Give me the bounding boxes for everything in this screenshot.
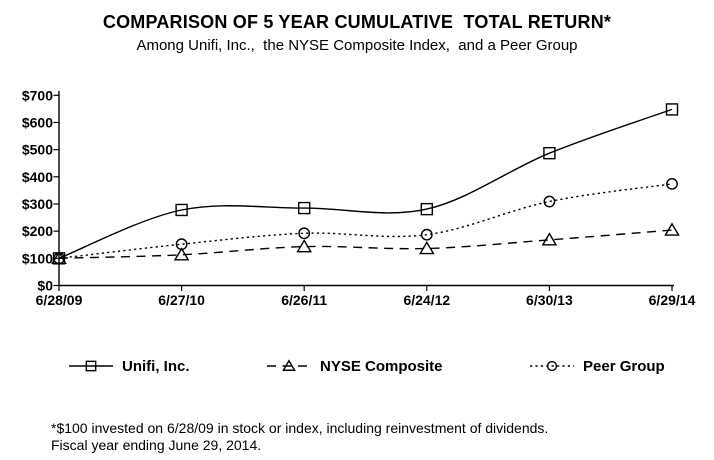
circle-marker bbox=[298, 227, 311, 240]
circle-marker bbox=[543, 195, 556, 208]
x-tick-label: 6/26/11 bbox=[281, 292, 327, 308]
x-tick-label: 6/27/10 bbox=[158, 292, 205, 308]
legend-item-nyse-composite: NYSE Composite bbox=[266, 356, 443, 376]
triangle-marker bbox=[664, 222, 680, 236]
legend-item-peer-group: Peer Group bbox=[529, 356, 665, 376]
footnote: *$100 invested on 6/28/09 in stock or in… bbox=[51, 420, 548, 454]
legend-label-unifi: Unifi, Inc. bbox=[122, 357, 190, 375]
triangle-marker bbox=[418, 240, 435, 255]
axis-lines bbox=[58, 91, 674, 287]
square-marker bbox=[175, 203, 188, 217]
y-tick-label: $400 bbox=[22, 169, 53, 185]
y-tick-label: $200 bbox=[22, 223, 53, 239]
triangle-marker bbox=[296, 239, 313, 253]
chart-title: COMPARISON OF 5 YEAR CUMULATIVE TOTAL RE… bbox=[102, 12, 612, 32]
y-tick-label: $300 bbox=[22, 196, 53, 212]
square-marker bbox=[420, 202, 433, 216]
circle-marker bbox=[666, 177, 678, 190]
square-series-swatch-icon bbox=[69, 360, 113, 372]
y-tick-label: $0 bbox=[37, 278, 53, 294]
x-tick-label: 6/24/12 bbox=[403, 292, 450, 308]
legend-label-nyse-composite: NYSE Composite bbox=[320, 357, 443, 375]
square-marker bbox=[85, 360, 97, 372]
triangle-marker bbox=[282, 359, 296, 371]
square-marker bbox=[52, 252, 66, 265]
square-marker bbox=[665, 103, 679, 116]
series-line-0 bbox=[58, 108, 673, 259]
x-tick-label: 6/28/09 bbox=[36, 292, 83, 308]
line-chart-plot: $0 $100 $200 $300 $400 $500 $600 $700 6/28/09 6/2… bbox=[22, 87, 696, 308]
circle-series-swatch-icon bbox=[530, 360, 574, 372]
y-tick-label: $600 bbox=[22, 114, 53, 130]
x-tick-label: 6/29/14 bbox=[649, 292, 696, 308]
square-marker bbox=[298, 201, 311, 215]
legend-item-unifi: Unifi, Inc. bbox=[68, 356, 190, 376]
circle-marker bbox=[420, 228, 433, 241]
triangle-marker bbox=[173, 247, 190, 261]
x-tick-label: 6/30/13 bbox=[526, 292, 573, 308]
chart-subtitle: Among Unifi, Inc., the NYSE Composite In… bbox=[136, 37, 578, 54]
y-tick-label: $700 bbox=[22, 87, 53, 103]
footnote-line-2: Fiscal year ending June 29, 2014. bbox=[51, 437, 262, 453]
triangle-series-swatch-icon bbox=[267, 359, 311, 371]
series-line-1 bbox=[58, 229, 673, 260]
series-line-2 bbox=[58, 183, 673, 260]
triangle-marker bbox=[541, 232, 558, 246]
legend-label-peer-group: Peer Group bbox=[583, 357, 665, 375]
circle-marker bbox=[546, 360, 558, 372]
y-tick-label: $500 bbox=[22, 142, 53, 158]
square-marker bbox=[543, 146, 556, 160]
footnote-line-1: *$100 invested on 6/28/09 in stock or in… bbox=[51, 420, 549, 436]
y-tick-label: $100 bbox=[22, 250, 53, 266]
